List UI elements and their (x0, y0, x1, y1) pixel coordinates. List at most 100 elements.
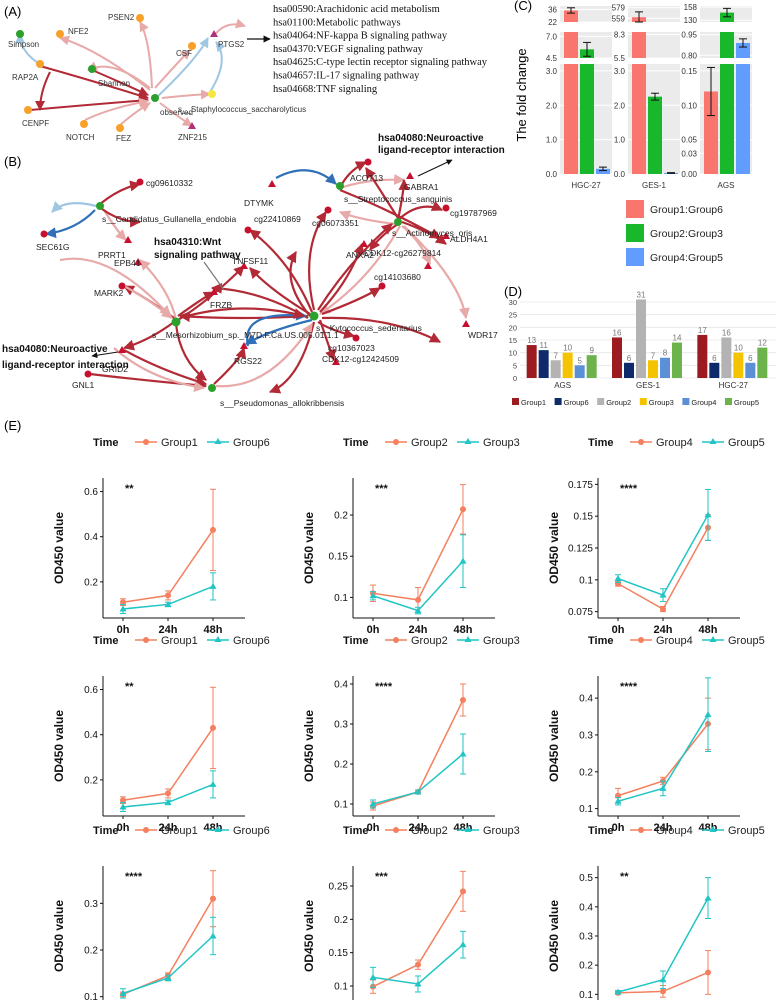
data-point (120, 797, 126, 804)
data-point (209, 780, 217, 787)
pathway-item: hsa04064:NF-kappa B signaling pathway (273, 31, 448, 42)
data-point (164, 600, 172, 607)
data-point (165, 592, 171, 599)
panel-c: (C) The fold change 36 22 7.0 4.5 3.0 2.0 1.0 0… (514, 0, 752, 266)
legend-marker-b (464, 826, 472, 832)
y-tick-label: 2.0 (546, 101, 558, 110)
legend-title: Time (93, 825, 118, 837)
legend-label: Group1 (521, 398, 546, 407)
y-axis-label: OD450 value (547, 512, 561, 584)
y-tick-label: 0.2 (579, 767, 593, 778)
node-shannon (88, 65, 96, 73)
legend-title: Time (588, 437, 613, 449)
data-point (460, 697, 466, 703)
label-mark2: MARK2 (94, 288, 124, 298)
y-tick-label: 0.5 (579, 873, 593, 884)
x-category-label: GES-1 (642, 181, 667, 190)
y-axis-label: OD450 value (52, 512, 66, 584)
legend-label: Group4:Group5 (650, 252, 723, 264)
line-chart-e8: Time Group2 Group3 0.1 0.15 0.2 0.25 0h 24h 48h OD… (302, 825, 520, 1000)
node-cg22410869 (244, 226, 252, 234)
y-tick-label: 0.05 (681, 136, 697, 145)
legend-marker-b (214, 636, 222, 642)
x-tick-label: 48h (204, 624, 223, 636)
x-tick-label: 24h (159, 822, 178, 834)
pathway-item: hsa04625:C-type lectin receptor signalin… (273, 57, 488, 68)
node-staph (208, 90, 216, 98)
bar (648, 360, 658, 378)
legend-marker-a (638, 827, 644, 833)
node-znf215 (188, 122, 196, 129)
data-point (614, 797, 622, 804)
legend-marker-b (464, 438, 472, 444)
series-line (372, 890, 464, 988)
legend-marker-b (709, 636, 717, 642)
legend-title: Time (93, 437, 118, 449)
y-axis-label: OD450 value (547, 710, 561, 782)
legend-label: Group4 (656, 437, 693, 449)
x-tick-label: 24h (654, 624, 673, 636)
legend-label: Group1 (161, 825, 198, 837)
node-acot13 (364, 158, 372, 166)
bar (580, 64, 594, 174)
significance-label: *** (375, 871, 389, 883)
data-label: 8 (663, 349, 668, 358)
data-label: 14 (673, 334, 682, 343)
legend-marker-b (464, 636, 472, 642)
series-line (372, 508, 464, 601)
data-point (165, 790, 171, 797)
node-actino (394, 218, 402, 226)
label-prrt1: PRRT1 (98, 250, 126, 260)
x-category-label: HGC-27 (571, 181, 601, 190)
y-axis-label: OD450 value (302, 512, 316, 584)
y-tick-label: 0.1 (334, 800, 348, 811)
x-tick-label: 48h (454, 822, 473, 834)
legend-marker-b (214, 826, 222, 832)
legend-marker-a (143, 827, 149, 833)
series-line (617, 514, 709, 597)
label-frzb: FRZB (210, 300, 233, 310)
legend-marker-a (143, 637, 149, 643)
y-axis-label: OD450 value (52, 900, 66, 972)
label-observed: observed (160, 108, 193, 117)
node-cg09610332 (136, 178, 144, 186)
y-tick-label: 4.5 (546, 54, 558, 63)
node-cg10367023 (352, 334, 360, 342)
x-tick-label: 0h (367, 624, 380, 636)
bar (648, 96, 662, 174)
legend-label: Group1:Group6 (650, 204, 723, 216)
y-tick-label: 25 (509, 311, 517, 320)
node-anxa2 (360, 240, 368, 247)
y-tick-label: 2.0 (614, 101, 626, 110)
y-tick-label: 0.1 (579, 990, 593, 1000)
legend-label: Group2 (411, 437, 448, 449)
y-axis-label: OD450 value (52, 710, 66, 782)
x-category-label: AGS (554, 381, 571, 390)
y-tick-label: 0.3 (579, 730, 593, 741)
label-grid2: GRID2 (102, 364, 128, 374)
label-meso: s__Mesorhizobium_sp._M7D.F.Ca.US.005.01.… (152, 330, 339, 340)
x-tick-label: 48h (699, 822, 718, 834)
data-point (659, 591, 667, 598)
data-label: 16 (613, 328, 622, 337)
legend-label: Group4 (656, 635, 693, 647)
y-tick-label: 0.00 (681, 170, 697, 179)
data-label: 6 (748, 354, 753, 363)
legend-label: Group3 (649, 398, 674, 407)
label-cenpf: CENPF (22, 119, 49, 128)
legend-label: Group4 (656, 825, 693, 837)
y-tick-label: 0.4 (579, 902, 593, 913)
label-sec61g: SEC61G (36, 242, 70, 252)
legend-title: Time (343, 825, 368, 837)
panel-b-edges (44, 161, 470, 394)
bar (526, 345, 537, 378)
node-gabra1 (406, 172, 414, 179)
legend-swatch (626, 200, 644, 218)
pathway-item: hsa04657:IL-17 signaling pathway (273, 71, 420, 82)
legend-label: Group3 (483, 437, 520, 449)
panel-a: (A) (4, 4, 488, 143)
label-kyto: s__Kytococcus_sedentarius (316, 323, 422, 333)
node-meso (171, 317, 181, 327)
data-point (660, 988, 666, 995)
